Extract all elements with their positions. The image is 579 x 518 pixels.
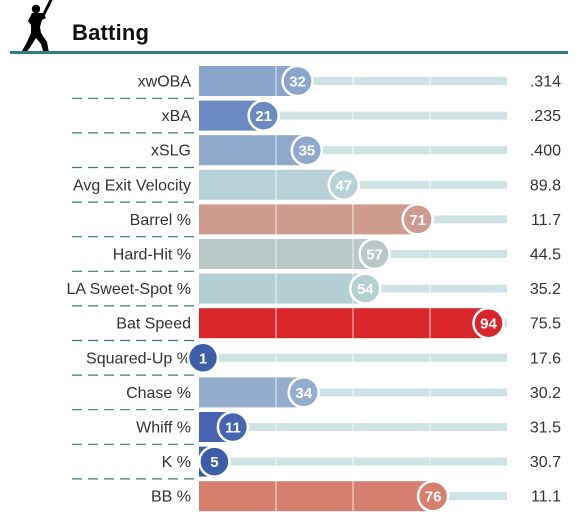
percentile-label-bat-speed: 94 (480, 316, 497, 333)
stat-value-la-sweet-spot: 35.2 (530, 281, 561, 298)
row-label-k: K % (162, 454, 191, 471)
stat-value-squared-up: 17.6 (530, 350, 561, 367)
percentile-label-hard-hit: 57 (366, 247, 383, 264)
percentile-marker-chase (287, 376, 320, 409)
percentile-marker-whiff (216, 410, 250, 444)
percentile-label-chase: 34 (295, 385, 312, 402)
stat-value-whiff: 31.5 (530, 420, 561, 437)
row-label-hard-hit: Hard-Hit % (113, 247, 191, 264)
bar-xwoba (199, 66, 298, 96)
bar-xslg (199, 135, 307, 166)
bar-hard-hit (199, 239, 375, 269)
percentile-label-xwoba: 32 (289, 74, 306, 91)
percentile-label-barrel: 71 (409, 212, 426, 229)
section-header: Batting (0, 0, 579, 56)
percentile-marker-xwoba (281, 64, 314, 98)
bar-chase (199, 377, 304, 408)
bar-la-sweet-spot (199, 273, 366, 304)
percentile-label-squared-up: 1 (199, 350, 207, 367)
stat-value-xwoba: .314 (530, 74, 561, 91)
percentile-label-xslg: 35 (298, 143, 315, 160)
percentile-marker-barrel (401, 203, 434, 236)
row-label-barrel: Barrel % (130, 212, 191, 229)
row-label-bat-speed: Bat Speed (116, 316, 191, 333)
row-label-la-sweet-spot: LA Sweet-Spot % (66, 281, 191, 298)
stat-value-barrel: 11.7 (531, 212, 561, 229)
percentile-marker-bat-speed (472, 306, 505, 340)
percentile-marker-squared-up (186, 341, 220, 375)
percentile-label-bb: 76 (425, 489, 442, 506)
batter-silhouette-icon (22, 0, 53, 54)
percentile-label-xba: 21 (255, 108, 272, 125)
row-label-bb: BB % (151, 489, 191, 506)
row-label-xba: xBA (162, 108, 192, 125)
row-label-chase: Chase % (126, 385, 191, 402)
percentile-marker-hard-hit (358, 237, 391, 271)
stat-value-bat-speed: 75.5 (530, 316, 561, 333)
bar-avg-exit-velocity (199, 169, 344, 200)
stat-value-hard-hit: 44.5 (530, 247, 561, 264)
percentile-label-la-sweet-spot: 54 (357, 281, 374, 298)
percentile-marker-k (198, 445, 231, 478)
percentile-marker-bb (416, 479, 450, 513)
stat-value-k: 30.7 (530, 454, 561, 471)
bar-barrel (199, 204, 418, 235)
stat-value-xslg: .400 (530, 143, 561, 160)
chart-title: Batting (72, 20, 150, 45)
percentile-label-avg-exit-velocity: 47 (335, 177, 352, 194)
stat-value-xba: .235 (530, 108, 561, 125)
row-label-xwoba: xwOBA (138, 74, 192, 91)
header-divider (10, 51, 568, 54)
bar-bat-speed (199, 308, 489, 339)
row-label-whiff: Whiff % (136, 420, 191, 437)
percentile-marker-la-sweet-spot (349, 272, 382, 305)
stat-value-chase: 30.2 (530, 385, 561, 402)
percentile-label-whiff: 11 (225, 420, 241, 437)
percentile-marker-avg-exit-velocity (327, 168, 361, 202)
percentile-label-k: 5 (210, 454, 218, 471)
stat-value-avg-exit-velocity: 89.8 (530, 177, 561, 194)
bar-bb (199, 481, 434, 512)
percentile-marker-xslg (290, 133, 324, 167)
stat-value-bb: 11.1 (531, 489, 561, 506)
row-label-squared-up: Squared-Up % (86, 350, 191, 367)
row-label-avg-exit-velocity: Avg Exit Velocity (73, 177, 191, 194)
percentile-marker-xba (247, 99, 280, 132)
row-label-xslg: xSLG (151, 143, 191, 160)
